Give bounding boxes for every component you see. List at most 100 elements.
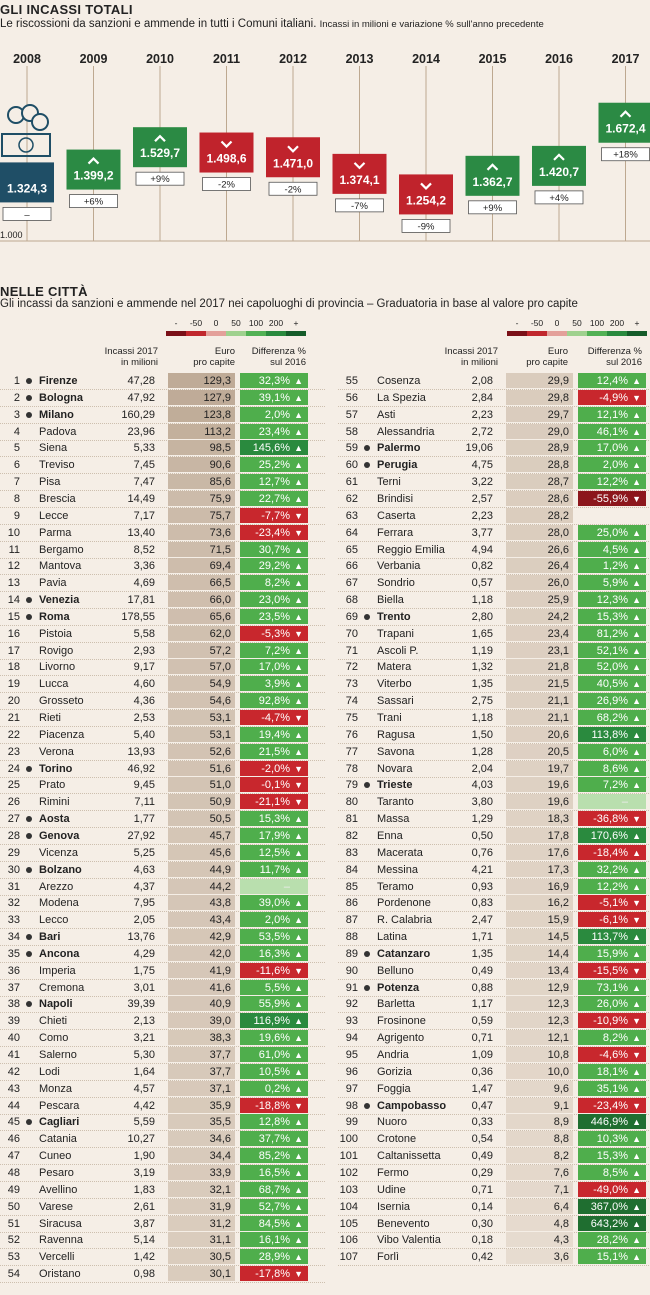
arrow-up-icon: ▲ [632, 864, 641, 875]
row-divider [0, 1214, 325, 1216]
rank: 102 [339, 1166, 358, 1179]
change-box [335, 198, 384, 213]
diff-value: 52,7% ▲ [240, 1198, 308, 1214]
arrow-up-icon: ▲ [632, 1066, 641, 1077]
header-euro-right: Euro pro capite [526, 346, 568, 368]
per-capita-value: 4,8 [506, 1215, 573, 1231]
arrow-up-icon: ▲ [632, 460, 641, 471]
diff-value: 32,3% ▲ [240, 373, 308, 388]
per-capita-value: 18,3 [506, 811, 573, 827]
diff-value: 32,2% ▲ [578, 861, 646, 877]
per-capita-value: 4,3 [506, 1232, 573, 1248]
city-name: Modena [39, 897, 79, 910]
diff-value: -23,4% ▼ [240, 524, 308, 540]
per-capita-value: 31,9 [168, 1198, 235, 1214]
arrow-up-icon: ▲ [294, 1218, 303, 1229]
per-capita-value: 35,9 [168, 1097, 235, 1113]
arrow-up-icon: ▲ [632, 713, 641, 723]
city-name: Firenze [39, 375, 78, 387]
city-name: Varese [39, 1200, 74, 1213]
per-capita-value: 28,0 [506, 524, 573, 540]
diff-value: 5,5% ▲ [240, 979, 308, 995]
arrow-up-icon: ▲ [294, 595, 303, 606]
arrow-up-icon: ▲ [294, 1151, 303, 1162]
row-divider [338, 1147, 650, 1149]
rank: 66 [345, 560, 358, 573]
arrow-up-icon: ▲ [632, 1151, 641, 1162]
incassi-value: 10,27 [127, 1133, 155, 1146]
diff-value: 68,7% ▲ [240, 1181, 308, 1197]
city-name: Frosinone [377, 1015, 426, 1028]
incassi-value: 47,28 [127, 375, 155, 387]
row-divider [0, 877, 325, 879]
incassi-value: 160,29 [121, 408, 155, 421]
diff-value: 35,1% ▲ [578, 1080, 646, 1096]
diff-value: 68,2% ▲ [578, 710, 646, 725]
rank: 46 [7, 1133, 20, 1146]
capital-dot-icon [26, 765, 32, 772]
table-row: 101 Caltanissetta 0,49 8,2 15,3% ▲ [338, 1148, 650, 1166]
per-capita-value: 6,4 [506, 1198, 573, 1214]
diff-value: 11,7% ▲ [240, 861, 308, 877]
city-name: Mantova [39, 560, 82, 573]
row-divider [0, 574, 325, 576]
table-row: 17 Rovigo 2,93 57,2 7,2% ▲ [0, 642, 325, 660]
legend-label: 100 [589, 318, 605, 328]
table-row: 42 Lodi 1,64 37,7 10,5% ▲ [0, 1063, 325, 1081]
change-box [135, 171, 185, 186]
incassi-value: 2,53 [133, 712, 155, 724]
city-name: La Spezia [377, 391, 426, 404]
city-name: Torino [39, 762, 73, 775]
incassi-value: 39,39 [127, 998, 155, 1011]
rank: 87 [345, 914, 358, 927]
incassi-value: 1,17 [471, 998, 493, 1011]
row-divider [0, 793, 325, 795]
row-divider [0, 439, 325, 441]
legend-swatch [206, 331, 226, 336]
value-box [0, 162, 54, 203]
per-capita-value: 20,6 [506, 726, 573, 742]
row-divider [0, 1096, 325, 1098]
per-capita-value: 66,5 [168, 575, 235, 591]
incassi-value: 2,75 [471, 695, 493, 708]
per-capita-value: 12,1 [506, 1030, 573, 1046]
arrow-up-icon: ▲ [294, 729, 303, 740]
incassi-value: 46,92 [127, 762, 155, 775]
rank: 53 [7, 1251, 20, 1264]
diff-value: 40,5% ▲ [578, 676, 646, 692]
incassi-value: 0,49 [471, 964, 493, 977]
table-row: 83 Macerata 0,76 17,6 -18,4% ▲ [338, 844, 650, 862]
per-capita-value: 62,0 [168, 625, 235, 641]
city-name: Siracusa [39, 1217, 82, 1230]
rank: 94 [345, 1032, 358, 1045]
arrow-up-icon: ▲ [294, 696, 303, 707]
diff-value: 23,0% ▲ [240, 592, 308, 608]
row-divider [0, 1130, 325, 1132]
diff-value: 21,5% ▲ [240, 743, 308, 759]
year-label: 2013 [346, 52, 374, 66]
incassi-value: 4,94 [471, 543, 493, 556]
diff-value: 29,2% ▲ [240, 558, 308, 574]
row-divider [338, 591, 650, 593]
rank: 27 [7, 813, 20, 826]
city-name: Catania [39, 1133, 77, 1146]
diff-value: 17,9% ▲ [240, 827, 308, 843]
incassi-value: 0,54 [471, 1133, 493, 1146]
per-capita-value: 31,1 [168, 1232, 235, 1248]
table-row: 19 Lucca 4,60 54,9 3,9% ▲ [0, 676, 325, 694]
city-name: Massa [377, 813, 410, 826]
table-row: 12 Mantova 3,36 69,4 29,2% ▲ [0, 558, 325, 576]
table-row: 23 Verona 13,93 52,6 21,5% ▲ [0, 743, 325, 761]
city-name: Terni [377, 476, 401, 489]
row-divider [338, 1180, 650, 1182]
arrow-up-icon: ▲ [294, 578, 303, 589]
arrow-up-icon: ▲ [632, 1033, 641, 1044]
per-capita-value: 90,6 [168, 457, 235, 473]
per-capita-value: 21,8 [506, 659, 573, 675]
arrow-up-icon: ▲ [294, 1083, 303, 1094]
incassi-value: 0,83 [471, 897, 493, 910]
row-divider [0, 608, 325, 610]
incassi-value: 1,71 [471, 931, 493, 944]
row-divider [338, 911, 650, 913]
value-box [199, 132, 254, 173]
